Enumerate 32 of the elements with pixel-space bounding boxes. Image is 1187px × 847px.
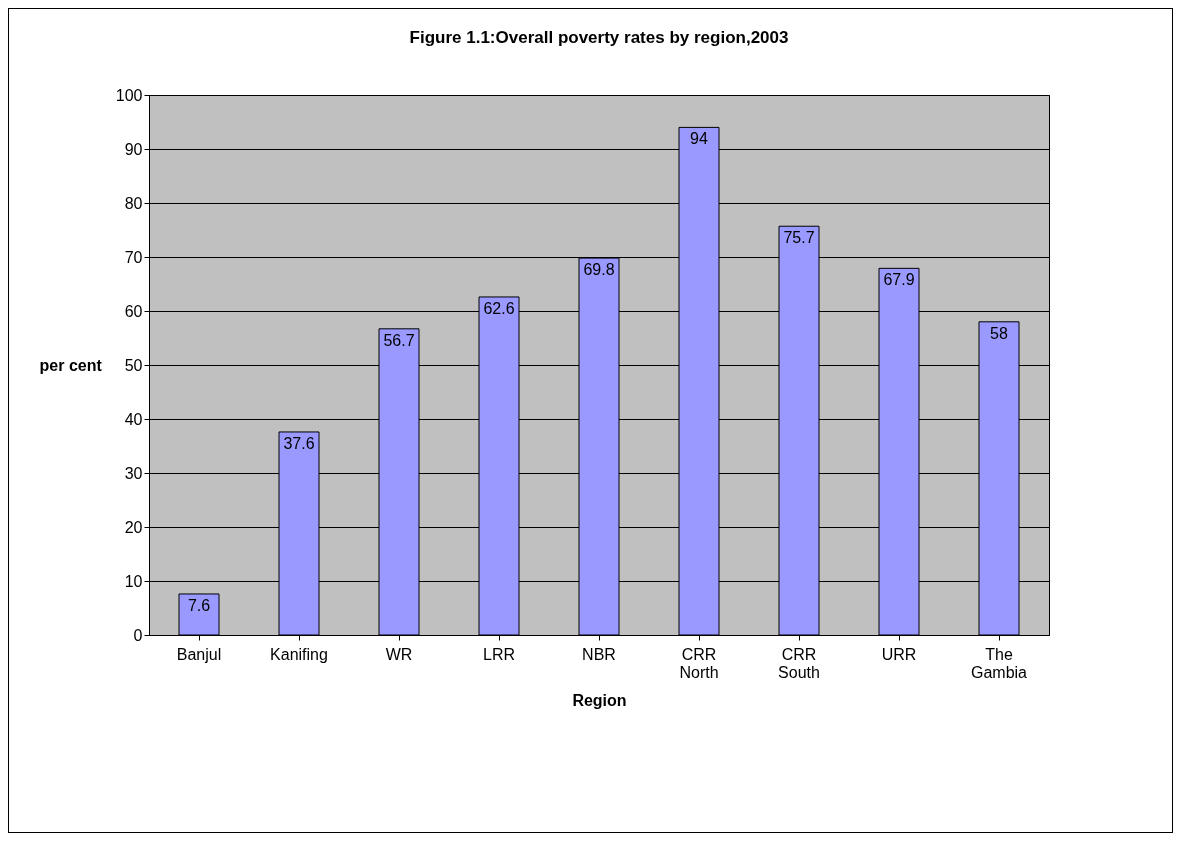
y-tick-label: 80 xyxy=(124,194,143,212)
y-tick-label: 0 xyxy=(133,626,143,644)
data-label: 69.8 xyxy=(583,261,615,279)
data-label: 7.6 xyxy=(187,596,211,614)
data-label: 56.7 xyxy=(383,331,415,349)
y-tick-label: 90 xyxy=(124,140,143,158)
x-tick-label: CRR South xyxy=(778,645,820,681)
x-tick-label: LRR xyxy=(482,645,516,663)
x-tick-label: Kanifing xyxy=(270,645,328,663)
y-tick-label: 20 xyxy=(124,518,143,536)
data-label: 67.9 xyxy=(883,271,915,289)
x-axis-title: Region xyxy=(572,691,627,709)
y-tick-label: 10 xyxy=(124,572,143,590)
x-tick-label: URR xyxy=(881,645,917,663)
data-label: 94 xyxy=(690,130,708,148)
x-tick-label: Banjul xyxy=(176,645,222,663)
data-label: 58 xyxy=(990,324,1008,342)
x-tick-label: NBR xyxy=(582,645,616,663)
y-tick-label: 60 xyxy=(124,302,143,320)
data-label: 62.6 xyxy=(483,299,515,317)
y-tick-label: 70 xyxy=(124,248,143,266)
y-tick-label: 40 xyxy=(124,410,143,428)
y-axis-title: per cent xyxy=(39,356,103,374)
data-label: 37.6 xyxy=(283,434,315,452)
x-tick-label: WR xyxy=(385,645,413,663)
y-tick-label: 50 xyxy=(124,356,143,374)
x-tick-label: The Gambia xyxy=(970,645,1028,681)
y-tick-label: 30 xyxy=(124,464,143,482)
data-label: 75.7 xyxy=(783,229,815,247)
y-tick-label: 100 xyxy=(115,86,143,104)
x-tick-label: CRR North xyxy=(679,645,719,681)
chart-title: Figure 1.1:Overall poverty rates by region,2003 xyxy=(409,28,789,47)
